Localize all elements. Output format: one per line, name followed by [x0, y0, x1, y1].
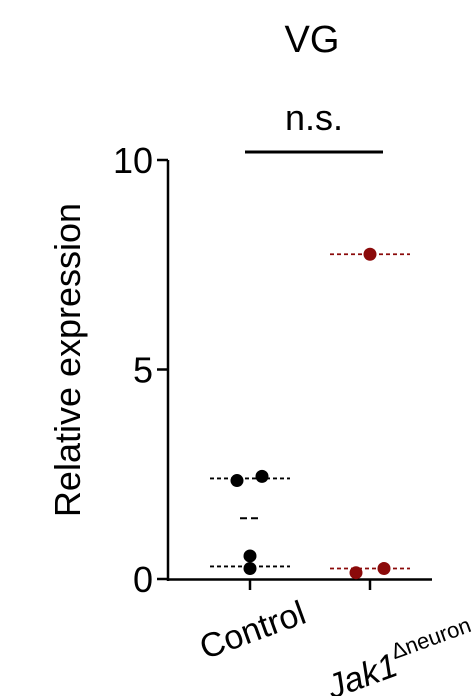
series-1-point-0 [363, 247, 377, 261]
x-tick-label-superscript-1: Δneuron [388, 612, 473, 664]
series-0-point-3 [243, 562, 257, 576]
series-0-point-0 [230, 474, 244, 488]
chart-title: VG [285, 19, 340, 61]
y-axis-label: Relative expression [47, 203, 88, 517]
series-0-point-1 [255, 469, 269, 483]
x-tick-label-1: Jak1Δneuron [319, 612, 473, 696]
significance-label: n.s. [285, 97, 343, 138]
y-tick-label-2: 10 [113, 140, 153, 181]
y-tick-label-0: 0 [133, 559, 153, 600]
series-1-point-1 [349, 566, 363, 580]
series-0-point-2 [243, 549, 257, 563]
x-tick-label-text-1: Jak1 [321, 646, 402, 696]
y-tick-label-1: 5 [133, 350, 153, 391]
x-tick-label-0: Control [195, 594, 311, 667]
x-tick-label-text-0: Control [195, 594, 311, 667]
series-1-point-2 [377, 562, 391, 576]
